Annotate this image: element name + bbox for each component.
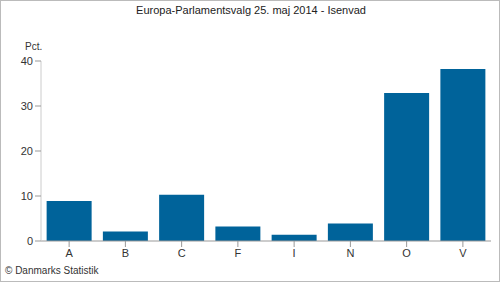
svg-text:O: O — [402, 247, 411, 259]
svg-text:V: V — [459, 247, 467, 259]
svg-text:30: 30 — [21, 100, 33, 112]
svg-text:F: F — [235, 247, 242, 259]
svg-text:N: N — [346, 247, 354, 259]
svg-text:0: 0 — [27, 235, 33, 247]
svg-text:I: I — [293, 247, 296, 259]
svg-text:B: B — [122, 247, 129, 259]
html-text:© Danmarks Statistik: © Danmarks Statistik — [5, 265, 99, 276]
svg-text:40: 40 — [21, 55, 33, 67]
svg-text:20: 20 — [21, 145, 33, 157]
svg-text:C: C — [178, 247, 186, 259]
svg-text:10: 10 — [21, 190, 33, 202]
html-text:Europa-Parlamentsvalg 25. maj: Europa-Parlamentsvalg 25. maj 2014 - Ise… — [136, 4, 366, 16]
svg-text:A: A — [65, 247, 73, 259]
html-text:Pct.: Pct. — [25, 41, 43, 52]
